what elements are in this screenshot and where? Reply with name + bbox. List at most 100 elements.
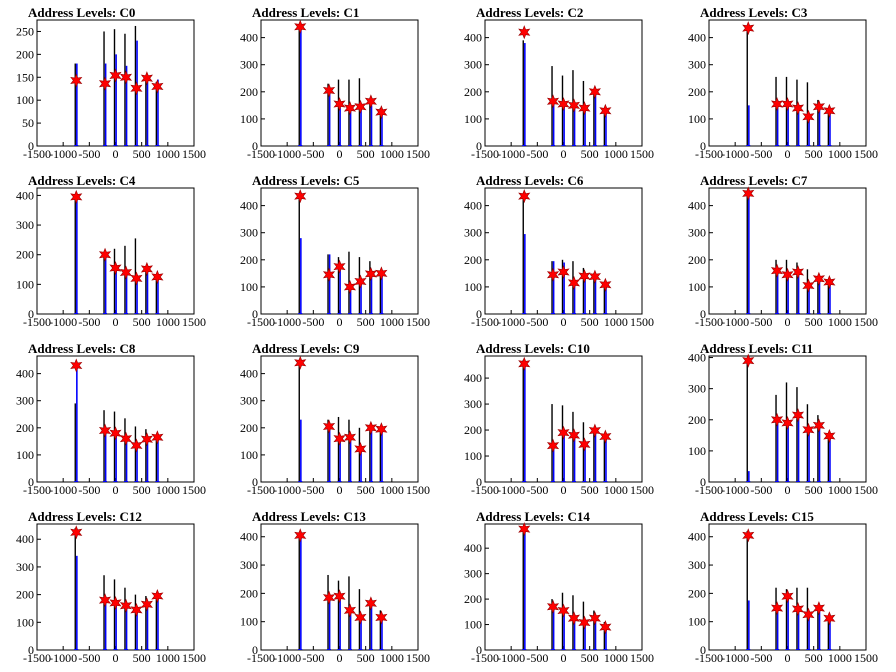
star-marker [98,423,112,438]
x-tick-label: 0 [113,483,119,497]
star-marker [588,84,601,99]
x-tick-label: -1000 [49,651,77,665]
y-tick-label: 100 [16,93,34,107]
x-tick-label: 500 [581,147,599,161]
star-marker [130,602,143,617]
x-tick-label: 500 [357,651,375,665]
y-tick-label: 0 [28,139,34,153]
star-marker [802,278,815,293]
y-tick-label: 0 [252,139,258,153]
star-marker [119,598,133,613]
star-marker [98,593,112,608]
y-tick-label: 400 [464,31,482,45]
x-tick-label: 1500 [406,315,430,329]
star-marker [151,79,164,94]
x-tick-label: -1500 [471,651,499,665]
star-marker [578,269,591,284]
x-tick-label: 1500 [854,651,878,665]
star-marker [823,103,836,118]
y-tick-label: 300 [16,560,34,574]
x-tick-label: -1000 [273,315,301,329]
chart-title: Address Levels: C10 [476,341,590,356]
x-tick-label: 1000 [828,483,852,497]
y-tick-label: 400 [240,530,258,544]
star-marker [130,81,143,96]
star-marker [567,98,581,113]
y-tick-label: 0 [28,475,34,489]
y-tick-label: 0 [476,475,482,489]
star-marker [546,438,560,453]
x-tick-label: 1000 [156,315,180,329]
y-tick-label: 400 [16,188,34,202]
y-tick-label: 200 [464,592,482,606]
star-marker [791,601,805,616]
x-tick-label: 1500 [406,651,430,665]
x-tick-label: -1500 [247,483,275,497]
star-marker [791,101,805,116]
star-marker [770,96,784,112]
x-tick-label: 1000 [604,483,628,497]
y-tick-label: 200 [688,253,706,267]
y-tick-label: 100 [16,277,34,291]
star-marker [364,266,377,281]
star-marker [354,441,367,456]
chart-title: Address Levels: C2 [476,5,583,20]
star-marker [812,601,825,616]
y-tick-label: 300 [688,58,706,72]
x-tick-label: -1000 [273,651,301,665]
star-marker [557,264,570,280]
x-tick-label: 500 [805,651,823,665]
star-marker [322,83,336,98]
x-tick-label: -500 [526,483,548,497]
star-marker [322,419,336,434]
chart-panel-13: Address Levels: C13 0 100 200 300 400 -1500-10… [240,509,430,665]
x-tick-label: 1000 [380,147,404,161]
star-marker [742,186,755,201]
y-tick-label: 300 [240,394,258,408]
y-tick-label: 400 [688,530,706,544]
x-tick-label: 0 [561,315,567,329]
star-marker [567,275,581,290]
y-tick-label: 200 [16,47,34,61]
star-marker [599,277,612,292]
y-tick-label: 300 [688,226,706,240]
y-tick-label: 0 [252,475,258,489]
star-marker [294,189,307,204]
y-tick-label: 0 [700,643,706,657]
star-marker [375,610,388,625]
x-tick-label: 1500 [182,147,206,161]
y-tick-label: 300 [464,226,482,240]
y-tick-label: 400 [240,31,258,45]
chart-panel-11: Address Levels: C11 0 100 200 300 400 -1500-10… [688,341,878,497]
chart-panel-5: Address Levels: C5 0 100 200 300 400 -1500-100… [240,173,430,329]
y-tick-label: 0 [252,307,258,321]
star-marker [567,428,581,443]
x-tick-label: 1500 [854,147,878,161]
x-tick-label: 0 [561,651,567,665]
x-tick-label: -1500 [23,651,51,665]
star-marker [375,266,388,281]
y-tick-label: 200 [464,253,482,267]
chart-panel-10: Address Levels: C10 0 100 200 300 400 -1500-10… [464,341,654,497]
star-marker [823,611,836,626]
star-marker [70,189,83,204]
x-tick-label: -500 [526,315,548,329]
star-marker [130,438,143,453]
star-marker [375,105,388,120]
star-marker [546,267,560,282]
chart-title: Address Levels: C9 [252,341,360,356]
x-tick-label: 500 [133,651,151,665]
star-marker [354,274,367,289]
x-tick-label: 1500 [630,651,654,665]
y-tick-label: 100 [240,280,258,294]
star-marker [770,412,784,427]
star-marker [823,428,836,443]
chart-title: Address Levels: C4 [28,173,136,188]
y-tick-label: 100 [464,112,482,126]
x-tick-label: 1500 [630,147,654,161]
chart-panel-15: Address Levels: C15 0 100 200 300 400 -1500-10… [688,509,878,665]
star-marker [781,415,794,430]
y-tick-label: 300 [240,58,258,72]
star-marker [546,94,560,109]
star-marker [578,437,591,452]
